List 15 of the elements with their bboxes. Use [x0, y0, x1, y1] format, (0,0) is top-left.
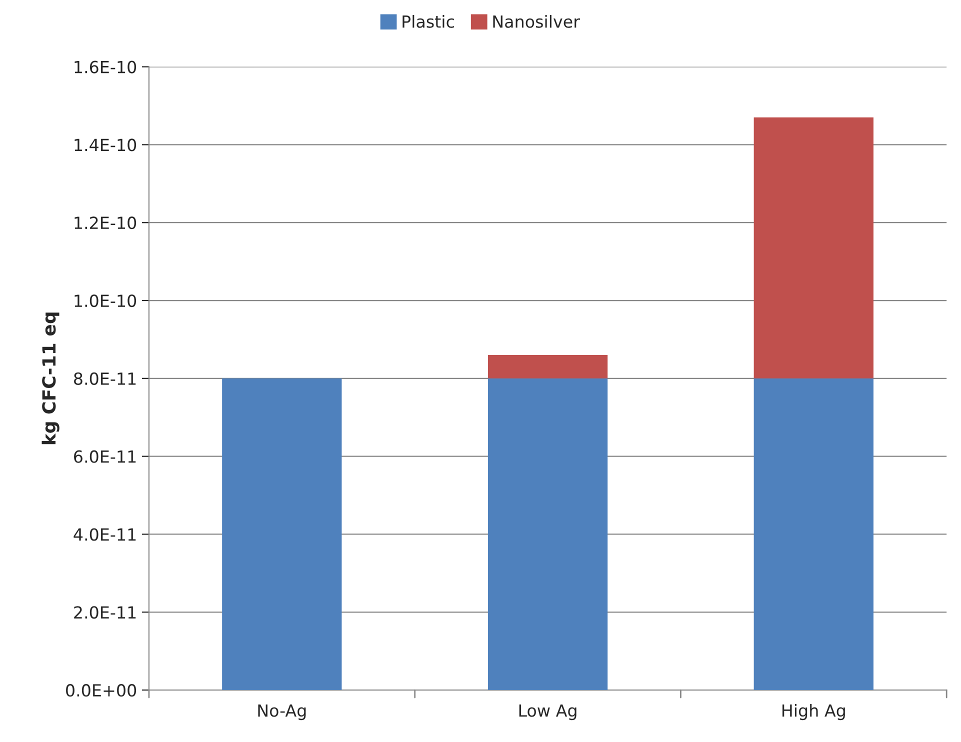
legend-label: Nanosilver: [493, 15, 580, 28]
y-tick-label: 1.4E-10: [74, 138, 136, 152]
x-tick-label: No-Ag: [258, 704, 306, 720]
y-tick-label: 1.2E-10: [74, 216, 136, 230]
legend-label: Plastic: [402, 15, 454, 28]
x-tick-label: Low Ag: [519, 704, 576, 720]
y-axis-title: kg CFC-11 eq: [42, 312, 60, 444]
y-tick-label: 4.0E-11: [74, 528, 136, 541]
y-tick-label: 0.0E+00: [66, 684, 136, 697]
x-tick-label: High Ag: [782, 704, 845, 720]
y-tick-label: 2.0E-11: [74, 606, 136, 619]
y-tick-label: 8.0E-11: [74, 372, 136, 385]
y-tick-label: 6.0E-11: [74, 450, 136, 463]
y-tick-label: 1.6E-10: [74, 60, 136, 74]
y-tick-label: 1.0E-10: [74, 294, 136, 308]
